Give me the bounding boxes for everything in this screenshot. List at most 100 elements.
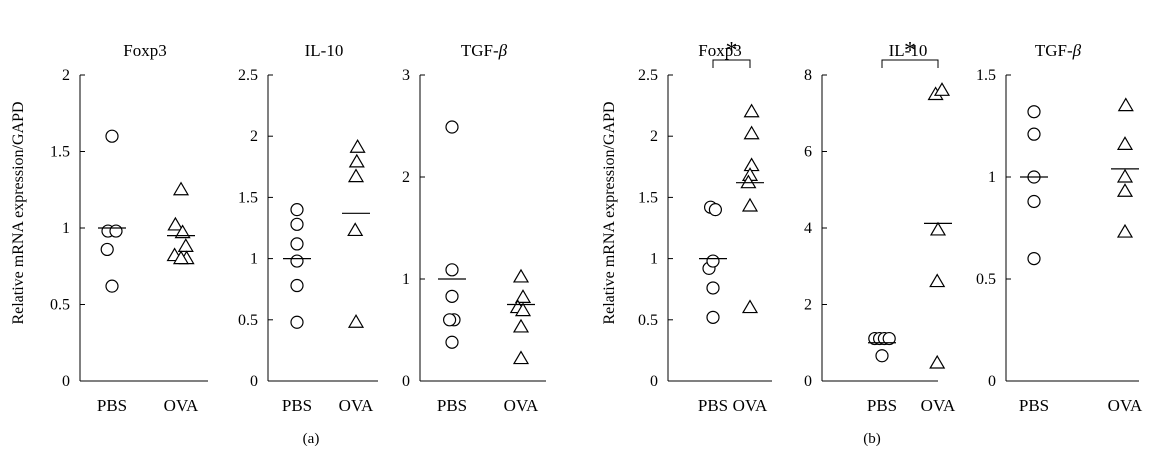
panel-label-b: (b) — [863, 431, 881, 447]
data-point-circle — [875, 349, 889, 363]
data-point-triangle — [174, 224, 191, 239]
data-point-circle — [1027, 127, 1041, 141]
data-point-circle — [290, 237, 304, 251]
y-tick-label: 1 — [62, 220, 70, 237]
y-tick-label: 2 — [650, 128, 658, 145]
data-point-triangle — [512, 268, 530, 283]
plot-6: 0 0.5 1 1.5 TGF-β PBS OVA — [976, 41, 1143, 415]
y-tick-label: 0 — [988, 373, 996, 390]
data-point-triangle — [1116, 136, 1134, 150]
y-tick-label: 2 — [250, 128, 258, 145]
panel-label-a: (a) — [303, 431, 320, 447]
plot-title: Foxp3 — [698, 41, 741, 60]
y-tick-label: 2.5 — [638, 67, 658, 84]
plot-3: 0 1 2 3 TGF-β PBS OVA — [402, 41, 546, 415]
data-point-circle — [445, 120, 459, 134]
data-point-circle — [1027, 252, 1041, 266]
y-tick-label: 6 — [804, 144, 812, 161]
data-point-triangle — [348, 153, 365, 168]
data-point-triangle — [512, 350, 530, 365]
data-point-triangle — [929, 354, 946, 369]
data-point-circle — [1027, 194, 1041, 209]
y-tick-label: 1 — [988, 169, 996, 186]
y-tick-label: 0 — [804, 373, 812, 390]
y-tick-label: 1.5 — [638, 189, 658, 206]
plot-2: 0 0.5 1 1.5 2 2.5 IL-10 PBS OVA — [238, 41, 378, 415]
y-tick-label: 0.5 — [976, 271, 996, 288]
data-point-triangle — [1117, 97, 1134, 112]
data-point-triangle — [167, 216, 184, 231]
plot-title: TGF-β — [461, 41, 508, 60]
x-category-label: OVA — [164, 396, 199, 415]
data-point-circle — [290, 203, 304, 217]
data-point-triangle — [1116, 223, 1134, 238]
y-axis-label-b: Relative mRNA expression/GAPD — [601, 101, 618, 324]
y-tick-label: 1 — [250, 251, 258, 268]
y-tick-label: 2 — [804, 297, 812, 314]
plot-1: 0 0.5 1 1.5 2 Foxp3 PBS OVA — [50, 41, 208, 415]
data-point-circle — [882, 331, 896, 346]
data-point-triangle — [172, 181, 190, 196]
data-point-triangle — [514, 289, 532, 303]
plot-5: 0 2 4 6 8 IL-10 PBS OVA * — [804, 38, 956, 415]
data-point-triangle — [1116, 168, 1134, 183]
data-point-triangle — [347, 168, 365, 183]
x-category-label: OVA — [921, 396, 956, 415]
y-tick-label: 1.5 — [238, 189, 258, 206]
y-tick-label: 0 — [250, 373, 258, 390]
data-point-triangle — [1116, 183, 1134, 197]
y-tick-label: 0 — [62, 373, 70, 390]
data-point-circle — [290, 315, 304, 329]
data-point-triangle — [743, 125, 760, 140]
significance-bracket — [712, 59, 751, 68]
data-point-circle — [290, 278, 304, 293]
y-axis-label-a: Relative mRNA expression/GAPD — [10, 101, 27, 324]
data-point-triangle — [929, 273, 946, 288]
data-point-circle — [706, 310, 720, 324]
x-category-label: PBS — [698, 396, 728, 415]
data-point-triangle — [177, 238, 194, 252]
data-point-triangle — [743, 157, 760, 172]
y-tick-label: 0.5 — [238, 312, 258, 329]
x-category-label: OVA — [1108, 396, 1143, 415]
y-tick-label: 1.5 — [50, 144, 70, 161]
data-point-circle — [105, 129, 119, 143]
y-tick-label: 8 — [804, 67, 812, 84]
y-tick-label: 2 — [402, 169, 410, 186]
data-point-triangle — [512, 318, 530, 333]
y-tick-label: 1.5 — [976, 67, 996, 84]
data-point-circle — [100, 242, 114, 257]
plot-title: IL-10 — [889, 41, 928, 60]
plot-title: TGF-β — [1035, 41, 1082, 60]
y-tick-label: 1 — [402, 271, 410, 288]
x-category-label: OVA — [504, 396, 539, 415]
y-tick-label: 4 — [804, 220, 812, 237]
x-category-label: PBS — [97, 396, 127, 415]
x-category-label: OVA — [733, 396, 768, 415]
data-point-triangle — [347, 222, 364, 237]
y-tick-label: 2.5 — [238, 67, 258, 84]
data-point-circle — [706, 254, 720, 268]
plot-title: Foxp3 — [123, 41, 166, 60]
data-point-triangle — [347, 314, 365, 328]
data-point-circle — [443, 313, 457, 327]
significance-star: * — [904, 38, 916, 64]
data-point-circle — [445, 263, 459, 277]
y-tick-label: 0 — [402, 373, 410, 390]
data-point-triangle — [929, 221, 947, 236]
significance-bracket — [881, 59, 939, 68]
data-point-triangle — [740, 174, 757, 189]
y-tick-label: 0.5 — [50, 297, 70, 314]
plot-4: 0 0.5 1 1.5 2 2.5 Foxp3 PBS OVA * — [638, 38, 772, 415]
data-point-circle — [105, 279, 119, 293]
data-point-circle — [290, 254, 304, 268]
data-point-triangle — [743, 103, 760, 118]
data-point-triangle — [741, 197, 759, 212]
y-tick-label: 3 — [402, 67, 410, 84]
data-point-triangle — [172, 250, 190, 265]
plot-title: IL-10 — [305, 41, 344, 60]
x-category-label: OVA — [339, 396, 374, 415]
y-tick-label: 1 — [650, 251, 658, 268]
